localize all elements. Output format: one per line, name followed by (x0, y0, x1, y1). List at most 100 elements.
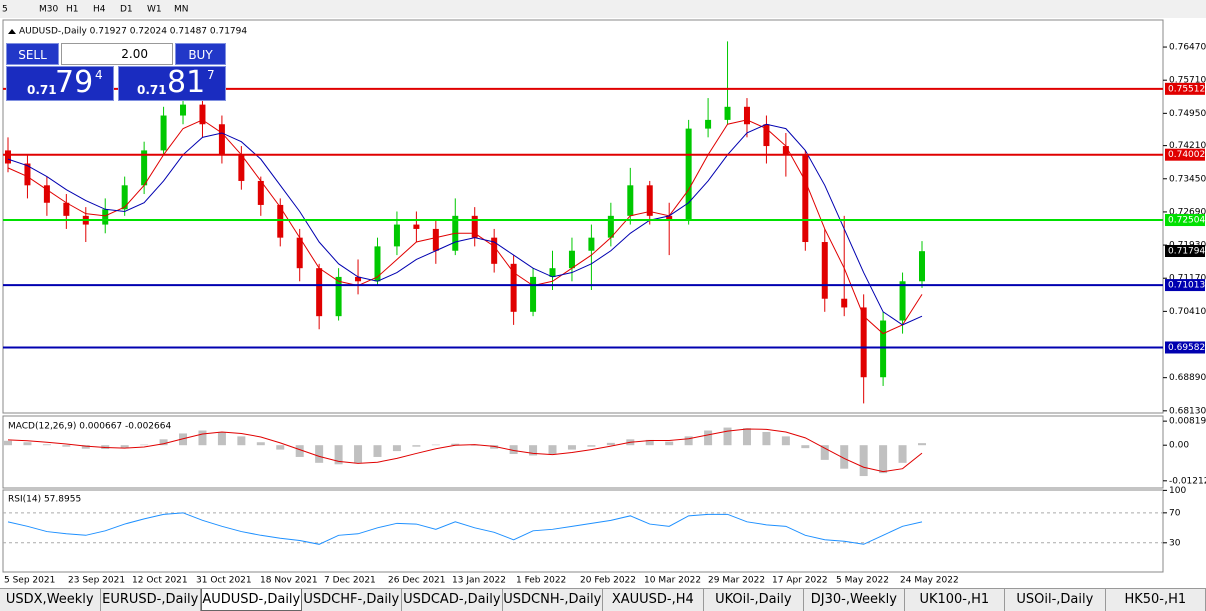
candle-body (316, 268, 323, 317)
symbol-tab[interactable]: USDCHF-,Daily (302, 589, 403, 611)
macd-bar (548, 445, 557, 455)
macd-bar (295, 445, 304, 457)
symbol-tab[interactable]: AUDUSD-,Daily (201, 589, 302, 611)
x-tick-label: 10 Mar 2022 (644, 576, 701, 586)
bid-small: 4 (95, 68, 103, 82)
candle-body (627, 185, 634, 216)
candle-body (63, 202, 70, 216)
x-tick-label: 18 Nov 2021 (260, 576, 318, 586)
bid-big: 0.71 (27, 83, 57, 97)
x-tick-label: 20 Feb 2022 (580, 576, 636, 586)
macd-bar (23, 442, 32, 446)
candle-body (782, 146, 789, 155)
candle-body (199, 104, 206, 125)
current-price: 0.71794 (1168, 247, 1205, 257)
symbol-tab[interactable]: USDCNH-,Daily (503, 589, 604, 611)
y-tick-label: 0.68130 (1169, 406, 1206, 416)
macd-bar (490, 445, 499, 449)
trade-panel: SELL 2.00 BUY 0.71 79 4 0.71 81 7 (6, 43, 226, 101)
symbol-tab[interactable]: DJ30-,Weekly (804, 589, 905, 611)
y-tick-label: 0.74210 (1169, 141, 1206, 151)
y-tick-label: 0.76470 (1169, 43, 1206, 53)
macd-bar (470, 445, 479, 446)
macd-bar (81, 445, 90, 449)
period-button[interactable]: W1 (147, 5, 162, 15)
macd-bar (179, 433, 188, 446)
macd-bar (684, 436, 693, 446)
ask-price[interactable]: 0.71 81 7 (118, 65, 226, 101)
macd-bar (256, 442, 265, 446)
level-box (1165, 148, 1205, 161)
terminal: AUDUSD-,Daily 0.71927 0.72024 0.71487 0.… (0, 0, 1206, 586)
tab-bar: USDX,Weekly EURUSD-,Daily AUDUSD-,Daily USD… (0, 588, 1206, 611)
period-button[interactable]: 5 (2, 5, 8, 15)
macd-bar (820, 445, 829, 460)
symbol-tab[interactable]: HK50-,H1 (1106, 589, 1206, 611)
macd-bar (354, 445, 363, 463)
candle-body (510, 263, 517, 312)
level-label: 0.75512 (1168, 84, 1205, 94)
symbol-tab[interactable]: XAUUSD-,H4 (603, 589, 704, 611)
candle-body (530, 276, 537, 312)
symbol-tab[interactable]: USOil-,Daily (1005, 589, 1106, 611)
macd-bar (217, 431, 226, 446)
candle-body (588, 237, 595, 251)
x-tick-label: 26 Dec 2021 (388, 576, 446, 586)
symbol-tab[interactable]: UK100-,H1 (905, 589, 1006, 611)
macd-bar (62, 445, 71, 447)
symbol-tab[interactable]: UKOil-,Daily (704, 589, 805, 611)
macd-bar (840, 445, 849, 469)
x-tick-label: 29 Mar 2022 (708, 576, 765, 586)
macd-title: MACD(12,26,9) 0.000667 -0.002664 (8, 422, 171, 432)
candle-body (374, 246, 381, 282)
macd-bar (567, 445, 576, 450)
sell-button[interactable]: SELL (6, 43, 59, 65)
period-button[interactable]: H1 (66, 5, 79, 15)
candle-body (471, 215, 478, 238)
macd-bar (509, 445, 518, 455)
candle-body (355, 276, 362, 282)
y-tick-label: 30 (1169, 538, 1181, 548)
macd-bar (723, 427, 732, 446)
symbol-tab[interactable]: USDCAD-,Daily (402, 589, 503, 611)
candle-body (277, 204, 284, 238)
candle-body (432, 228, 439, 251)
rsi-line (7, 512, 923, 545)
symbol-tab[interactable]: EURUSD-,Daily (101, 589, 201, 611)
candle-body (899, 281, 906, 321)
period-button[interactable]: M30 (39, 5, 58, 15)
candle-body (24, 163, 31, 186)
y-tick-label: 0.75710 (1169, 76, 1206, 86)
macd-bar (918, 443, 926, 446)
macd-bar (334, 445, 343, 465)
buy-button[interactable]: BUY (175, 43, 226, 65)
candle-body (335, 276, 342, 317)
y-tick-label: 0.71170 (1169, 274, 1206, 284)
bid-price[interactable]: 0.71 79 4 (6, 65, 114, 101)
rsi-panel (2, 489, 1164, 573)
candle-body (296, 237, 303, 269)
candle-body (218, 124, 225, 155)
macd-panel (2, 415, 1164, 489)
macd-bar (237, 436, 246, 446)
macd-bar (879, 445, 888, 474)
x-tick-label: 12 Oct 2021 (132, 576, 188, 586)
candle-body (549, 268, 556, 277)
level-label: 0.74002 (1168, 150, 1205, 160)
y-tick-label: 0.74950 (1169, 109, 1206, 119)
period-button[interactable]: D1 (120, 5, 133, 15)
y-tick-label: 0.68890 (1169, 373, 1206, 383)
candle-body (180, 104, 187, 116)
level-label: 0.71013 (1168, 281, 1205, 291)
x-tick-label: 5 Sep 2021 (4, 576, 55, 586)
macd-bar (373, 445, 382, 457)
lot-input[interactable]: 2.00 (61, 43, 173, 65)
macd-bar (42, 444, 51, 446)
macd-bar (451, 443, 460, 446)
candle-body (568, 250, 575, 269)
period-button[interactable]: MN (174, 5, 189, 15)
symbol-tab[interactable]: USDX,Weekly (0, 589, 101, 611)
period-button[interactable]: H4 (93, 5, 106, 15)
macd-signal (7, 428, 923, 473)
